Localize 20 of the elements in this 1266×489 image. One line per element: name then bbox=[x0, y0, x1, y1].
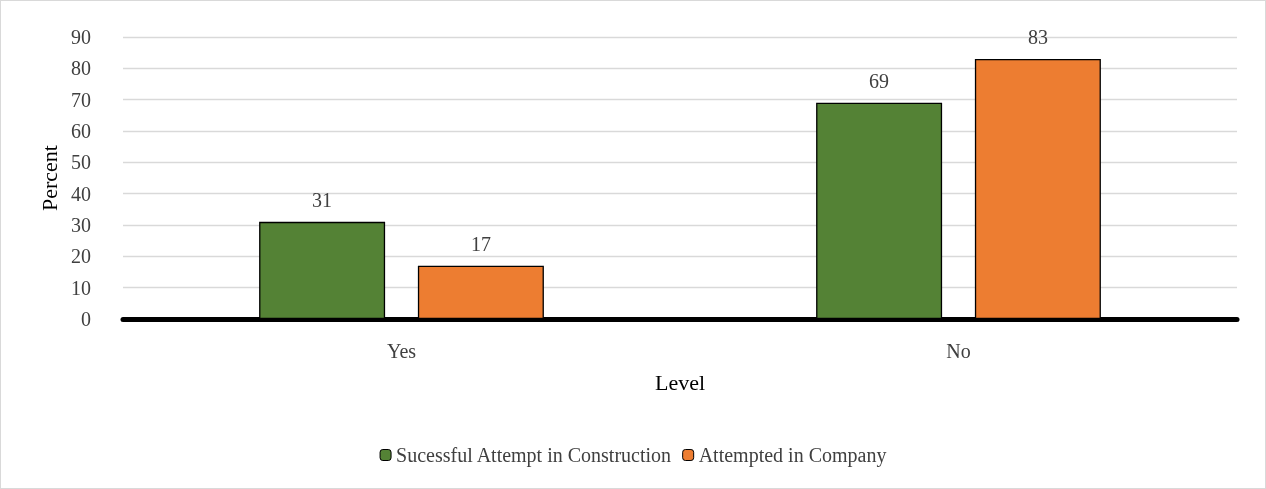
y-tick-label: 20 bbox=[71, 245, 91, 268]
y-tick-label: 10 bbox=[71, 276, 91, 299]
x-tick-label: Yes bbox=[386, 340, 417, 362]
legend-label: Attempted in Company bbox=[698, 444, 887, 467]
data-label: 31 bbox=[312, 188, 333, 211]
y-axis-title: Percent bbox=[36, 145, 62, 211]
y-tick-label: 0 bbox=[81, 308, 91, 330]
data-label: 69 bbox=[869, 69, 890, 92]
data-label: 17 bbox=[470, 232, 491, 255]
y-tick-label: 80 bbox=[71, 57, 91, 80]
y-tick-label: 60 bbox=[71, 120, 91, 142]
x-axis-title: Level bbox=[654, 369, 706, 395]
y-tick-label: 70 bbox=[71, 88, 91, 111]
y-tick-label: 40 bbox=[71, 182, 91, 205]
legend-label: Sucessful Attempt in Construction bbox=[396, 444, 672, 467]
x-tick-label: No bbox=[946, 340, 971, 362]
data-label: 83 bbox=[1027, 25, 1048, 48]
y-tick-label: 30 bbox=[71, 214, 91, 236]
y-tick-label: 50 bbox=[71, 151, 91, 174]
y-tick-label: 90 bbox=[71, 26, 91, 48]
